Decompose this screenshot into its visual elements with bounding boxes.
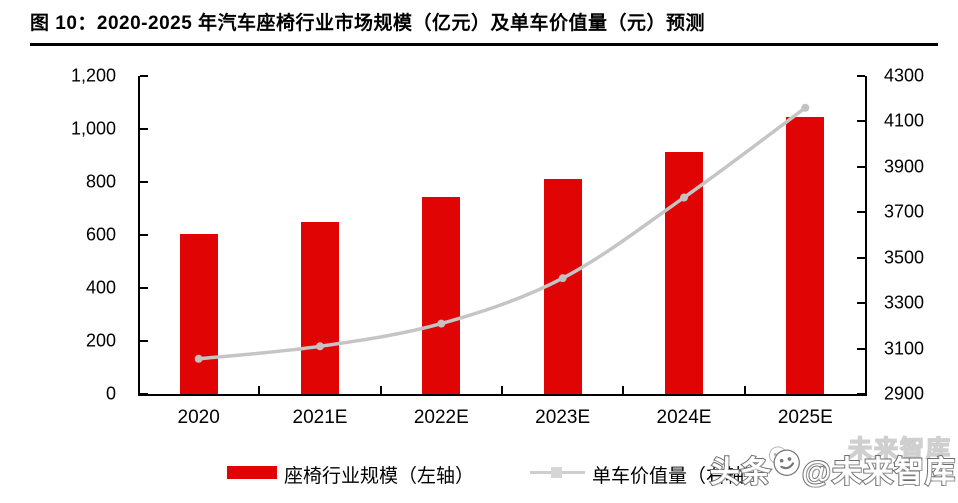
- left-axis-tick: [140, 393, 148, 395]
- y-axis-left-label: 0: [105, 383, 116, 404]
- value-line: [196, 106, 808, 361]
- figure-title-block: 图 10：2020-2025 年汽车座椅行业市场规模（亿元）及单车价值量（元）预…: [30, 8, 938, 46]
- bar-2022E: [422, 196, 461, 394]
- right-axis-tick: [857, 256, 865, 259]
- x-axis-label: 2025E: [777, 407, 833, 428]
- x-axis-label: 2023E: [535, 407, 591, 428]
- line-marker-2021E: [316, 342, 324, 351]
- left-axis-tick: [140, 181, 148, 183]
- x-axis-label: 2021E: [292, 407, 348, 428]
- y-axis-left-label: 600: [85, 224, 116, 245]
- left-axis-tick: [140, 340, 148, 342]
- x-axis-label: 2020: [177, 407, 220, 428]
- right-axis-tick: [857, 211, 865, 214]
- y-axis-right-label: 3500: [884, 247, 925, 268]
- legend-line-label: 单车价值量（右轴）: [592, 466, 764, 487]
- x-axis-tick: [501, 386, 503, 394]
- bar-2021E: [301, 221, 339, 394]
- y-axis-left-label: 1,200: [70, 65, 116, 86]
- y-axis-right-label: 4300: [884, 65, 925, 86]
- bar-2020: [179, 233, 218, 394]
- x-axis-label: 2022E: [413, 407, 469, 428]
- bar-2024E: [665, 151, 703, 394]
- x-axis-line: [138, 394, 867, 396]
- y-axis-right-label: 3900: [884, 156, 925, 177]
- legend-bar-label: 座椅行业规模（左轴）: [284, 466, 475, 487]
- right-axis-tick: [857, 393, 865, 395]
- x-axis-tick: [743, 386, 746, 394]
- bar-2025E: [786, 117, 825, 394]
- line-marker-2020: [194, 354, 203, 363]
- line-marker-2025E: [801, 103, 810, 112]
- line-marker-2022E: [437, 319, 446, 328]
- left-axis-tick: [140, 287, 148, 289]
- x-axis-tick: [622, 386, 625, 394]
- chart-legend: 座椅行业规模（左轴） 单车价值量（右轴）: [0, 450, 958, 490]
- figure-title: 图 10：2020-2025 年汽车座椅行业市场规模（亿元）及单车价值量（元）预…: [30, 13, 706, 34]
- y-axis-left-label: 800: [85, 171, 116, 192]
- x-axis-label: 2024E: [656, 407, 712, 428]
- left-axis-tick: [140, 234, 148, 236]
- y-axis-right-label: 3100: [884, 338, 925, 359]
- y-axis-left-label: 1,000: [70, 118, 116, 139]
- dual-axis-chart: 0 200 400 600 800 1,000 1,200 2900 3100 3300 3500 3…: [0, 56, 958, 436]
- line-marker-2023E: [558, 274, 567, 283]
- y-axis-right-label: 3700: [884, 201, 925, 222]
- left-axis-tick: [140, 128, 148, 130]
- x-axis-tick: [379, 386, 382, 394]
- right-axis-tick: [857, 120, 865, 123]
- left-axis-line: [138, 76, 140, 396]
- y-axis-right-label: 2900: [884, 383, 925, 404]
- right-axis-line: [865, 76, 867, 396]
- legend-bar-swatch: [227, 466, 277, 479]
- line-marker-2024E: [680, 193, 688, 202]
- y-axis-right-label: 4100: [884, 110, 925, 131]
- legend-line-marker: [551, 467, 562, 478]
- right-axis-tick: [857, 302, 865, 305]
- left-axis-tick: [140, 75, 148, 77]
- x-axis-tick: [258, 386, 261, 394]
- value-line-layer: [194, 103, 810, 363]
- right-axis-tick: [857, 75, 865, 77]
- y-axis-left-label: 400: [85, 277, 116, 298]
- y-axis-left-label: 200: [85, 330, 116, 351]
- y-axis-right-label: 3300: [884, 292, 925, 313]
- right-axis-tick: [857, 347, 865, 350]
- bar-2023E: [543, 179, 582, 394]
- right-axis-tick: [857, 165, 865, 168]
